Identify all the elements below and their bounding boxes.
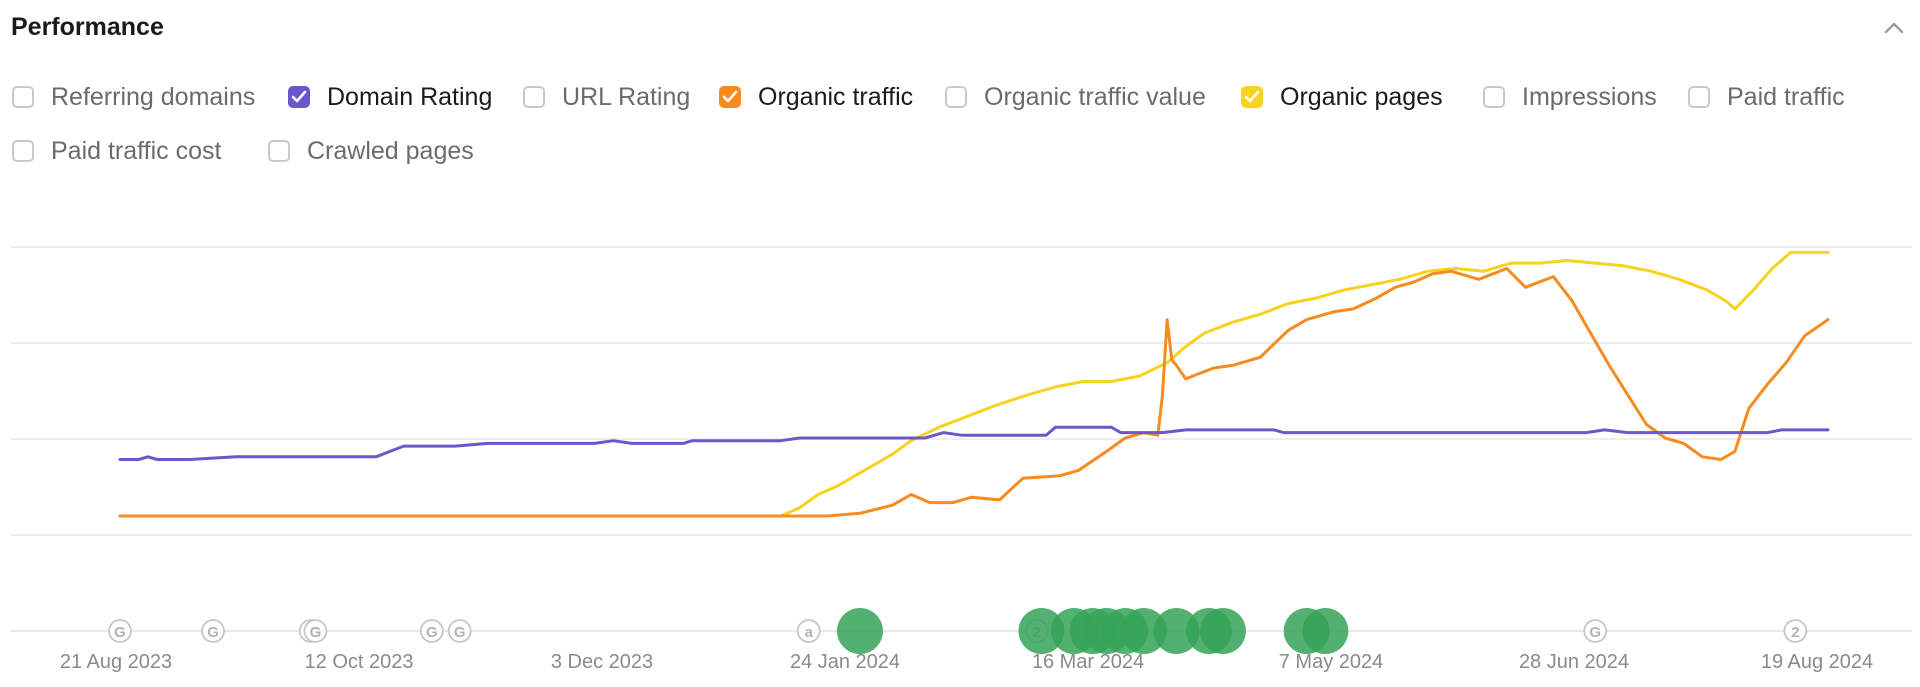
x-axis-ticks: 21 Aug 2023 12 Oct 2023 3 Dec 2023 24 Jan 2… [60,651,1873,673]
metric-label: Paid traffic [1727,83,1845,111]
google-update-marker: G [201,619,225,643]
metric-label: Crawled pages [307,137,474,165]
event-marker [836,608,883,654]
url-rating-checkbox[interactable] [523,86,545,108]
chart-lines [118,250,1830,518]
marker-circle [1783,619,1808,643]
referring-domains-checkbox[interactable] [12,86,34,108]
metric-url-rating[interactable]: URL Rating [523,80,690,114]
organic-traffic-line [118,267,1830,518]
marker-label: G [426,624,438,641]
metric-label: Organic traffic [758,83,914,111]
domain-rating-checkbox[interactable] [288,86,310,108]
metric-organic-pages[interactable]: Organic pages [1241,80,1443,114]
metric-label: URL Rating [562,83,691,111]
metric-paid-traffic-cost[interactable]: Paid traffic cost [12,134,221,168]
paid-traffic-cost-checkbox[interactable] [12,140,34,162]
crawled-pages-checkbox[interactable] [268,140,290,162]
metric-organic-traffic-value[interactable]: Organic traffic value [945,80,1206,114]
marker-circle [303,619,328,643]
x-tick-label: 19 Aug 2024 [1761,651,1873,673]
google-update-marker: G [419,619,444,643]
chart-grid [11,246,1912,632]
marker-label: G [114,624,126,641]
metric-crawled-pages[interactable]: Crawled pages [268,134,474,168]
panel-title: Performance [11,13,164,41]
metric-paid-traffic[interactable]: Paid traffic [1688,80,1845,114]
marker-circle [447,619,472,643]
x-tick-label: 7 May 2024 [1279,651,1384,673]
organic-traffic-value-checkbox[interactable] [945,86,967,108]
metric-label: Impressions [1522,83,1657,111]
impressions-checkbox[interactable] [1483,86,1505,108]
marker-label: a [805,624,814,641]
check-icon [722,90,738,103]
chevron-up-icon [1884,22,1904,34]
organic-pages-line [118,250,1830,518]
chart-markers: GGGGGGa2G2 [108,608,1808,654]
google-update-marker: G [303,619,328,643]
event-marker [1153,608,1200,654]
marker-label: G [454,624,466,641]
check-icon [1244,90,1260,103]
metric-label: Organic pages [1280,83,1443,111]
google-update-marker: G [1583,619,1608,643]
metric-label: Domain Rating [327,83,493,111]
marker-label: 2 [1791,624,1799,641]
marker-circle [1583,619,1608,643]
organic-pages-checkbox[interactable] [1241,86,1263,108]
paid-traffic-checkbox[interactable] [1688,86,1710,108]
panel-header: Performance [11,12,1909,46]
metric-impressions[interactable]: Impressions [1483,80,1657,114]
event-marker [1120,608,1167,654]
domain-rating-line [118,425,1830,461]
event-marker [1018,608,1065,654]
metric-label: Paid traffic cost [51,137,222,165]
x-tick-label: 21 Aug 2023 [60,651,172,673]
metric-domain-rating[interactable]: Domain Rating [288,80,492,114]
marker-circle [796,619,821,643]
check-icon [291,90,307,103]
metric-organic-traffic[interactable]: Organic traffic [719,80,913,114]
x-tick-label: 24 Jan 2024 [790,651,900,673]
event-marker [1199,608,1246,654]
collapse-button[interactable] [1879,14,1909,42]
marker-label: G [310,624,322,641]
x-tick-label: 16 Mar 2024 [1032,651,1144,673]
marker-label: G [207,624,219,641]
x-tick-label: 12 Oct 2023 [305,651,414,673]
organic-traffic-checkbox[interactable] [719,86,741,108]
google-update-marker: G [447,619,472,643]
x-tick-label: 3 Dec 2023 [551,651,653,673]
annotation-marker: a [796,619,821,643]
google-update-marker: 2 [1783,619,1808,643]
x-tick-label: 28 Jun 2024 [1519,651,1629,673]
metric-label: Organic traffic value [984,83,1206,111]
marker-circle [108,619,132,643]
metric-label: Referring domains [51,83,256,111]
marker-circle [201,619,225,643]
metric-referring-domains[interactable]: Referring domains [12,80,255,114]
marker-label: G [1589,624,1601,641]
marker-circle [419,619,444,643]
event-marker [1302,608,1349,654]
google-update-marker: G [108,619,132,643]
